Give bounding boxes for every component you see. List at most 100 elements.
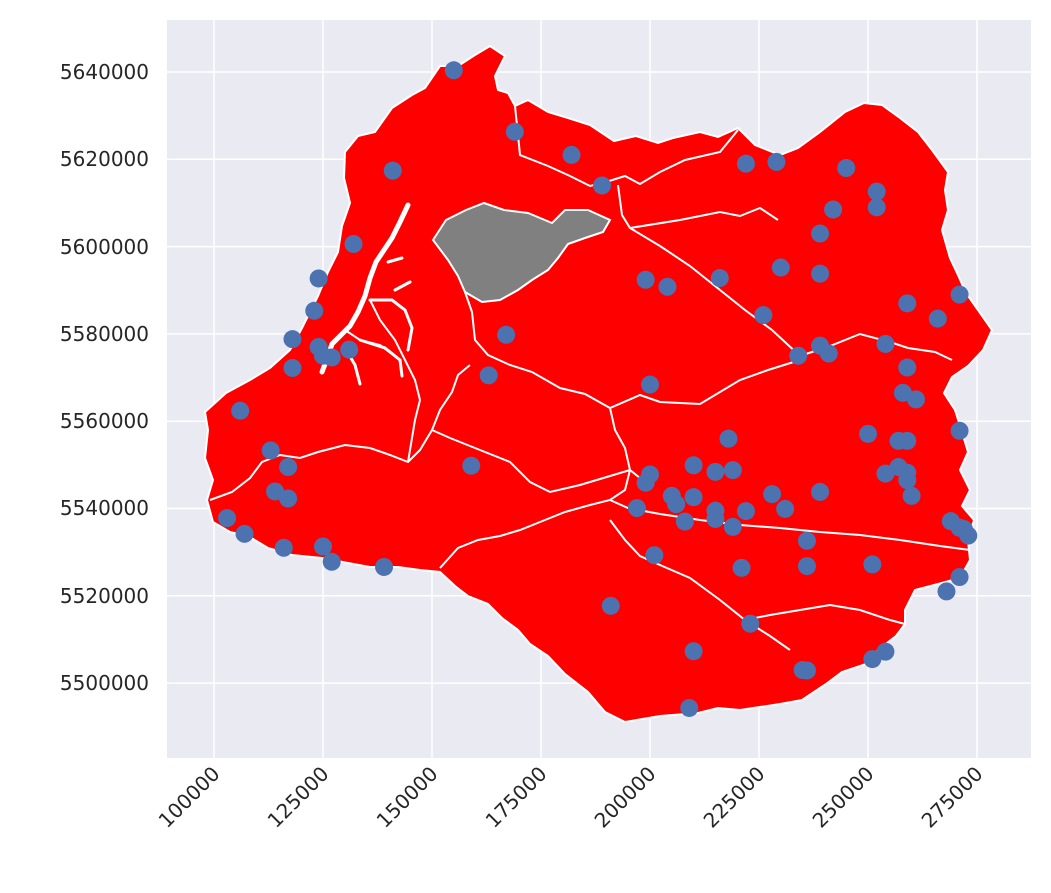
station-point[interactable]	[658, 277, 677, 296]
station-point[interactable]	[898, 294, 917, 313]
station-point[interactable]	[305, 301, 324, 320]
station-point[interactable]	[636, 473, 655, 492]
station-point[interactable]	[741, 614, 760, 633]
station-point[interactable]	[322, 348, 341, 367]
station-point[interactable]	[776, 499, 795, 518]
station-point[interactable]	[444, 61, 463, 80]
station-point[interactable]	[344, 234, 363, 253]
x-tick-label: 225000	[699, 762, 770, 833]
station-point[interactable]	[797, 557, 816, 576]
station-point[interactable]	[723, 517, 742, 536]
station-point[interactable]	[959, 526, 978, 545]
station-point[interactable]	[898, 471, 917, 490]
station-point[interactable]	[383, 161, 402, 180]
station-point[interactable]	[876, 642, 895, 661]
station-point[interactable]	[710, 269, 729, 288]
station-point[interactable]	[680, 698, 699, 717]
station-point[interactable]	[274, 538, 293, 557]
station-point[interactable]	[279, 458, 298, 477]
station-point[interactable]	[736, 502, 755, 521]
lake-shoreline	[319, 202, 411, 375]
station-point[interactable]	[789, 346, 808, 365]
station-point[interactable]	[754, 306, 773, 325]
y-tick-label: 5600000	[60, 235, 149, 259]
station-point[interactable]	[283, 358, 302, 377]
station-point[interactable]	[645, 546, 664, 565]
station-point[interactable]	[375, 557, 394, 576]
station-point[interactable]	[837, 159, 856, 178]
station-point[interactable]	[636, 270, 655, 289]
station-point[interactable]	[667, 495, 686, 514]
station-point[interactable]	[819, 344, 838, 363]
station-point[interactable]	[723, 461, 742, 480]
points-layer	[218, 61, 978, 717]
station-point[interactable]	[950, 568, 969, 587]
station-point[interactable]	[797, 661, 816, 680]
station-point[interactable]	[641, 375, 659, 394]
station-point[interactable]	[863, 650, 882, 669]
station-point[interactable]	[706, 462, 725, 481]
y-tick-label: 5620000	[60, 147, 149, 171]
station-point[interactable]	[937, 582, 956, 601]
station-point[interactable]	[684, 642, 703, 661]
station-point[interactable]	[497, 325, 516, 344]
y-tick-label: 5580000	[60, 322, 149, 346]
station-point[interactable]	[950, 285, 969, 304]
x-tick-label: 125000	[263, 762, 334, 833]
catchment-regions	[203, 44, 994, 724]
station-point[interactable]	[867, 182, 886, 201]
station-point[interactable]	[898, 431, 917, 450]
station-point[interactable]	[811, 482, 830, 501]
station-point[interactable]	[859, 424, 877, 443]
station-point[interactable]	[928, 309, 947, 328]
interior-boundaries	[209, 105, 971, 651]
station-point[interactable]	[902, 486, 921, 505]
station-point[interactable]	[719, 429, 738, 448]
station-point[interactable]	[767, 152, 786, 171]
station-point[interactable]	[867, 198, 886, 217]
station-point[interactable]	[950, 421, 969, 440]
y-tick-label: 5640000	[60, 60, 149, 84]
station-point[interactable]	[811, 264, 830, 283]
gray-catchment-region[interactable]	[431, 201, 612, 304]
station-point[interactable]	[261, 441, 280, 460]
station-point[interactable]	[876, 334, 895, 353]
station-point[interactable]	[322, 552, 341, 571]
station-point[interactable]	[283, 330, 302, 349]
station-point[interactable]	[898, 358, 917, 377]
station-point[interactable]	[706, 509, 725, 528]
station-point[interactable]	[279, 489, 298, 508]
y-axis-tick-labels: 5640000 5620000 5600000 5580000 5560000 …	[60, 60, 149, 695]
station-point[interactable]	[732, 558, 751, 577]
station-point[interactable]	[824, 200, 843, 219]
station-point[interactable]	[863, 555, 882, 574]
station-point[interactable]	[505, 122, 524, 141]
station-point[interactable]	[811, 224, 830, 243]
station-point[interactable]	[684, 456, 703, 475]
station-point[interactable]	[675, 512, 694, 531]
station-point[interactable]	[462, 456, 481, 475]
station-point[interactable]	[562, 145, 581, 164]
station-point[interactable]	[309, 269, 328, 288]
station-point[interactable]	[340, 340, 359, 359]
station-point[interactable]	[627, 499, 646, 518]
station-point[interactable]	[763, 485, 782, 504]
station-point[interactable]	[231, 401, 250, 420]
x-axis-tick-labels: 100000 125000 150000 175000 200000 22500…	[154, 762, 988, 833]
station-point[interactable]	[235, 524, 254, 543]
station-point[interactable]	[479, 366, 498, 385]
station-point[interactable]	[906, 390, 925, 409]
x-tick-label: 200000	[590, 762, 661, 833]
station-point[interactable]	[736, 154, 755, 173]
station-point[interactable]	[684, 488, 703, 507]
station-point[interactable]	[593, 176, 612, 195]
lake-shoreline	[343, 256, 414, 386]
x-tick-label: 275000	[917, 762, 988, 833]
station-point[interactable]	[218, 509, 237, 528]
station-point[interactable]	[771, 258, 790, 277]
x-tick-label: 250000	[808, 762, 879, 833]
station-point[interactable]	[797, 531, 816, 550]
station-point[interactable]	[314, 537, 332, 556]
station-point[interactable]	[601, 596, 620, 615]
